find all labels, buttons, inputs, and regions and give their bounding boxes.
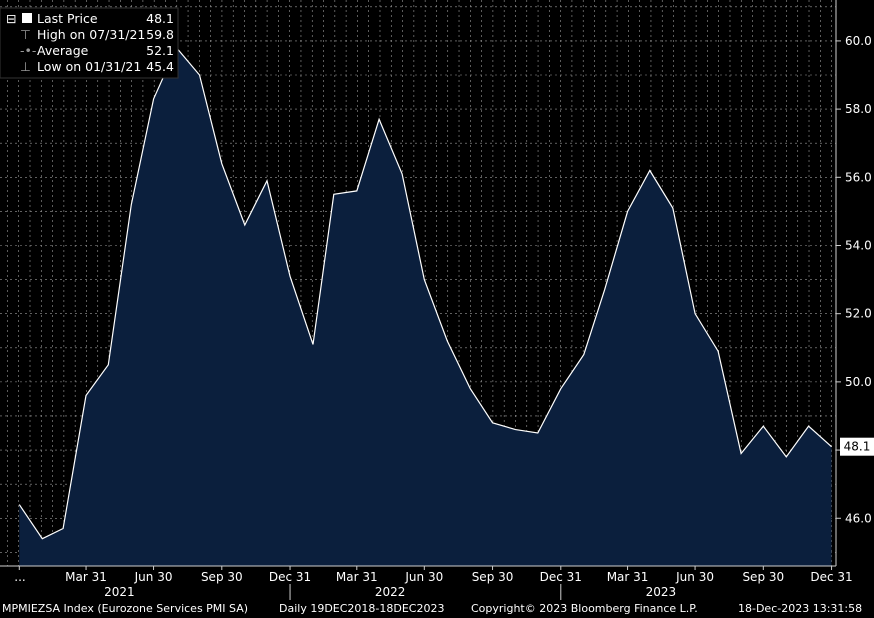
last-price-label: Last Price — [37, 11, 98, 26]
footer-copyright: Copyright© 2023 Bloomberg Finance L.P. — [471, 602, 698, 615]
x-tick-label: Dec 31 — [810, 570, 852, 584]
legend-item-low[interactable]: ⊥ Low on 01/31/21 45.4 — [20, 59, 174, 74]
x-tick-label: Jun 30 — [134, 570, 173, 584]
footer-timestamp: 18-Dec-2023 13:31:58 — [738, 602, 863, 615]
x-tick-label: Mar 31 — [336, 570, 378, 584]
high-value: 59.8 — [146, 27, 174, 42]
footer-ticker: MPMIEZSA Index (Eurozone Services PMI SA… — [2, 602, 249, 615]
series-area-last-price — [19, 47, 832, 566]
average-marker-icon: -•- — [20, 43, 36, 58]
y-tick-label: 50.0 — [845, 375, 872, 389]
average-value: 52.1 — [146, 43, 174, 58]
average-label: Average — [37, 43, 89, 58]
last-price-swatch — [22, 13, 32, 23]
x-tick-label: Sep 30 — [201, 570, 243, 584]
last-value-tag-text: 48.1 — [844, 440, 871, 454]
y-tick-label: 60.0 — [845, 34, 872, 48]
x-year-label: 2023 — [646, 585, 677, 599]
footer: MPMIEZSA Index (Eurozone Services PMI SA… — [0, 602, 874, 618]
low-marker-icon: ⊥ — [20, 59, 31, 74]
x-tick-label: Mar 31 — [607, 570, 649, 584]
x-tick-label: Sep 30 — [742, 570, 784, 584]
x-year-label: 2021 — [104, 585, 135, 599]
x-tick-label: Mar 31 — [65, 570, 107, 584]
high-marker-icon: ⊤ — [20, 27, 31, 42]
legend-item-average[interactable]: -•- Average 52.1 — [20, 43, 174, 58]
last-value-tag-bg — [840, 437, 874, 456]
last-value-tag: 48.1 — [840, 437, 874, 456]
footer-range: Daily 19DEC2018-18DEC2023 — [279, 602, 445, 615]
legend-item-high[interactable]: ⊤ High on 07/31/21 59.8 — [20, 27, 174, 42]
chart-canvas: 46.048.050.052.054.056.058.060.0...Mar 3… — [0, 0, 874, 600]
x-tick-label: Dec 31 — [269, 570, 311, 584]
x-tick-label: Jun 30 — [404, 570, 443, 584]
low-label: Low on 01/31/21 — [37, 59, 141, 74]
x-tick-label: Dec 31 — [540, 570, 582, 584]
plot-area — [18, 46, 832, 566]
legend: ⊟ Last Price 48.1 ⊤ High on 07/31/21 59.… — [0, 7, 179, 79]
y-tick-label: 54.0 — [845, 238, 872, 252]
x-tick-label: Sep 30 — [472, 570, 514, 584]
legend-item-last-price[interactable]: ⊟ Last Price 48.1 — [6, 11, 174, 26]
y-tick-label: 46.0 — [845, 511, 872, 525]
last-price-value: 48.1 — [146, 11, 174, 26]
y-tick-label: 52.0 — [845, 307, 872, 321]
series-line-last-price — [18, 46, 832, 540]
high-label: High on 07/31/21 — [37, 27, 145, 42]
x-tick-label: ... — [14, 570, 25, 584]
y-tick-label: 56.0 — [845, 170, 872, 184]
legend-expand-icon[interactable]: ⊟ — [6, 11, 16, 26]
x-tick-label: Jun 30 — [675, 570, 714, 584]
low-value: 45.4 — [146, 59, 174, 74]
x-year-label: 2022 — [375, 585, 406, 599]
y-tick-label: 58.0 — [845, 102, 872, 116]
